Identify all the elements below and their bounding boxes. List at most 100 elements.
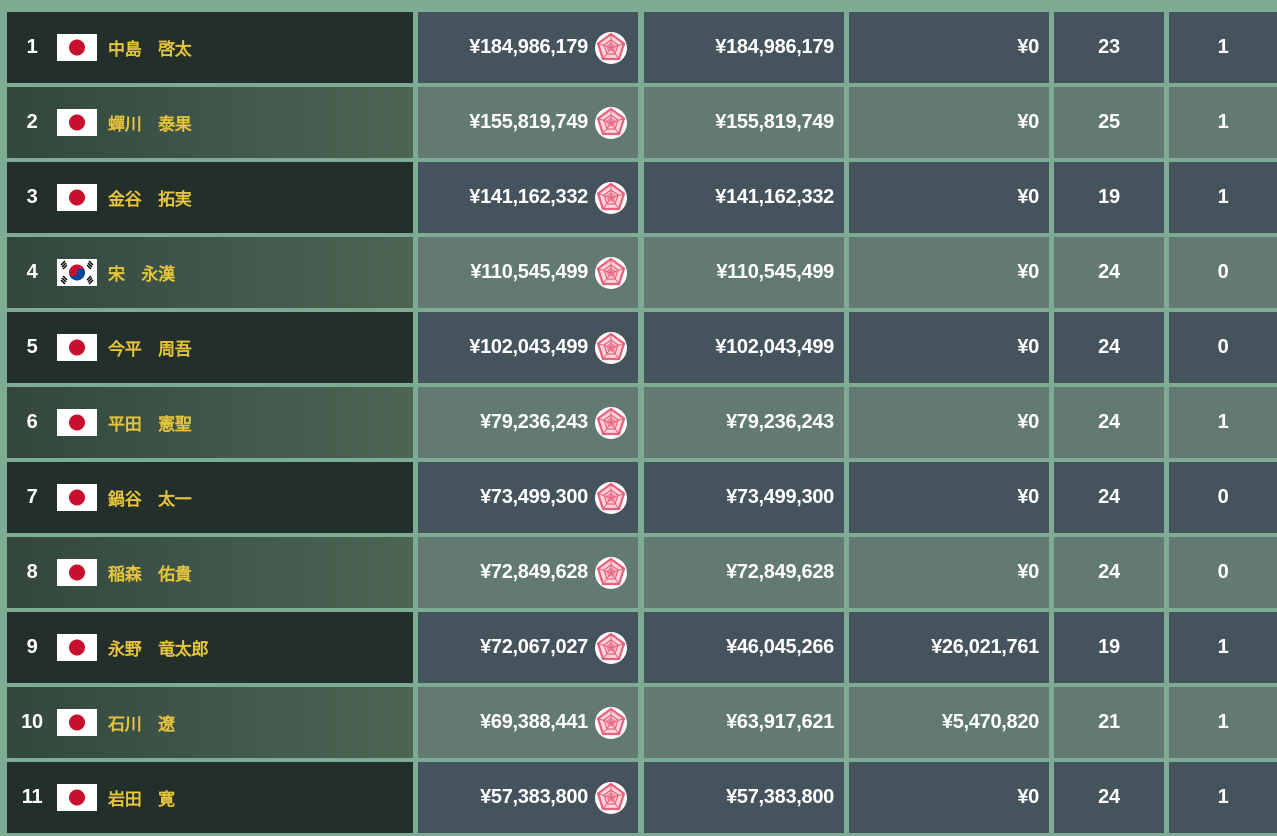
table-row[interactable]: 1 中島 啓太 ¥184,986,179 ¥184,986,179 ¥0 23 1 [0,12,1277,83]
overseas-cell: ¥0 [849,237,1049,308]
entries-cell: 24 [1054,462,1164,533]
total-cell: ¥69,388,441 [418,687,638,758]
flag-icon [57,334,97,361]
player-name[interactable]: 岩田 寛 [108,790,175,809]
stats-icon [595,331,627,364]
table-row[interactable]: 2 蟬川 泰果 ¥155,819,749 ¥155,819,749 ¥0 25 1 [0,87,1277,158]
wins-cell: 0 [1169,237,1277,308]
total-prize: ¥57,383,800 [480,786,588,808]
overseas-cell: ¥5,470,820 [849,687,1049,758]
rank: 8 [26,561,38,583]
domestic-cell: ¥72,849,628 [644,537,844,608]
total-cell: ¥102,043,499 [418,312,638,383]
total-prize: ¥73,499,300 [480,486,588,508]
total-prize: ¥184,986,179 [469,36,588,58]
overseas-cell: ¥0 [849,387,1049,458]
domestic-cell: ¥155,819,749 [644,87,844,158]
table-row[interactable]: 10 石川 遼 ¥69,388,441 ¥63,917,621 ¥5,470,820 21… [0,687,1277,758]
table-row[interactable]: 6 平田 憲聖 ¥79,236,243 ¥79,236,243 ¥0 24 1 [0,387,1277,458]
player-cell: 10 石川 遼 [7,687,413,758]
overseas-cell: ¥0 [849,537,1049,608]
overseas-cell: ¥0 [849,762,1049,833]
player-name[interactable]: 蟬川 泰果 [108,115,192,134]
entries-cell: 23 [1054,12,1164,83]
rank: 6 [26,411,38,433]
wins-cell: 1 [1169,387,1277,458]
table-row[interactable]: 3 金谷 拓実 ¥141,162,332 ¥141,162,332 ¥0 19 1 [0,162,1277,233]
table-row[interactable]: 8 稲森 佑貴 ¥72,849,628 ¥72,849,628 ¥0 24 0 [0,537,1277,608]
domestic-cell: ¥102,043,499 [644,312,844,383]
flag-icon [57,409,97,436]
player-cell: 9 永野 竜太郎 [7,612,413,683]
player-cell: 2 蟬川 泰果 [7,87,413,158]
overseas-cell: ¥0 [849,462,1049,533]
player-name[interactable]: 中島 啓太 [108,40,192,59]
total-cell: ¥72,849,628 [418,537,638,608]
rank: 11 [21,786,43,808]
flag-icon [57,109,97,136]
entries-cell: 24 [1054,312,1164,383]
flag-icon [57,184,97,211]
total-cell: ¥141,162,332 [418,162,638,233]
stats-icon [595,181,627,214]
player-name[interactable]: 鍋谷 太一 [108,490,192,509]
player-cell: 3 金谷 拓実 [7,162,413,233]
player-cell: 6 平田 憲聖 [7,387,413,458]
entries-cell: 24 [1054,762,1164,833]
wins-cell: 0 [1169,537,1277,608]
total-cell: ¥79,236,243 [418,387,638,458]
player-name[interactable]: 永野 竜太郎 [108,640,209,659]
player-name[interactable]: 石川 遼 [108,715,175,734]
flag-icon [57,559,97,586]
overseas-cell: ¥0 [849,312,1049,383]
domestic-cell: ¥46,045,266 [644,612,844,683]
overseas-cell: ¥0 [849,12,1049,83]
table-row[interactable]: 9 永野 竜太郎 ¥72,067,027 ¥46,045,266 ¥26,021,761… [0,612,1277,683]
table-row[interactable]: 7 鍋谷 太一 ¥73,499,300 ¥73,499,300 ¥0 24 0 [0,462,1277,533]
player-cell: 7 鍋谷 太一 [7,462,413,533]
domestic-cell: ¥110,545,499 [644,237,844,308]
wins-cell: 0 [1169,312,1277,383]
flag-icon [57,784,97,811]
rank: 2 [26,111,38,133]
rank: 10 [21,711,43,733]
entries-cell: 21 [1054,687,1164,758]
player-name[interactable]: 今平 周吾 [108,340,192,359]
total-prize: ¥69,388,441 [480,711,588,733]
player-name[interactable]: 金谷 拓実 [108,190,192,209]
table-row[interactable]: 11 岩田 寛 ¥57,383,800 ¥57,383,800 ¥0 24 1 [0,762,1277,833]
stats-icon [595,781,627,814]
player-name[interactable]: 稲森 佑貴 [108,565,192,584]
domestic-cell: ¥184,986,179 [644,12,844,83]
wins-cell: 1 [1169,687,1277,758]
wins-cell: 1 [1169,162,1277,233]
wins-cell: 1 [1169,762,1277,833]
total-prize: ¥155,819,749 [469,111,588,133]
stats-icon [595,106,627,139]
domestic-cell: ¥79,236,243 [644,387,844,458]
player-cell: 8 稲森 佑貴 [7,537,413,608]
stats-icon [595,31,627,64]
stats-icon [595,556,627,589]
entries-cell: 25 [1054,87,1164,158]
player-cell: 1 中島 啓太 [7,12,413,83]
player-cell: 11 岩田 寛 [7,762,413,833]
rank: 7 [26,486,38,508]
total-prize: ¥72,849,628 [480,561,588,583]
total-cell: ¥184,986,179 [418,12,638,83]
total-cell: ¥73,499,300 [418,462,638,533]
flag-icon [57,709,97,736]
overseas-cell: ¥0 [849,87,1049,158]
table-row[interactable]: 5 今平 周吾 ¥102,043,499 ¥102,043,499 ¥0 24 0 [0,312,1277,383]
player-name[interactable]: 平田 憲聖 [108,415,192,434]
entries-cell: 24 [1054,537,1164,608]
stats-icon [595,406,627,439]
total-cell: ¥72,067,027 [418,612,638,683]
entries-cell: 19 [1054,162,1164,233]
player-name[interactable]: 宋 永漢 [108,265,175,284]
total-prize: ¥79,236,243 [480,411,588,433]
overseas-cell: ¥0 [849,162,1049,233]
rank: 9 [26,636,38,658]
